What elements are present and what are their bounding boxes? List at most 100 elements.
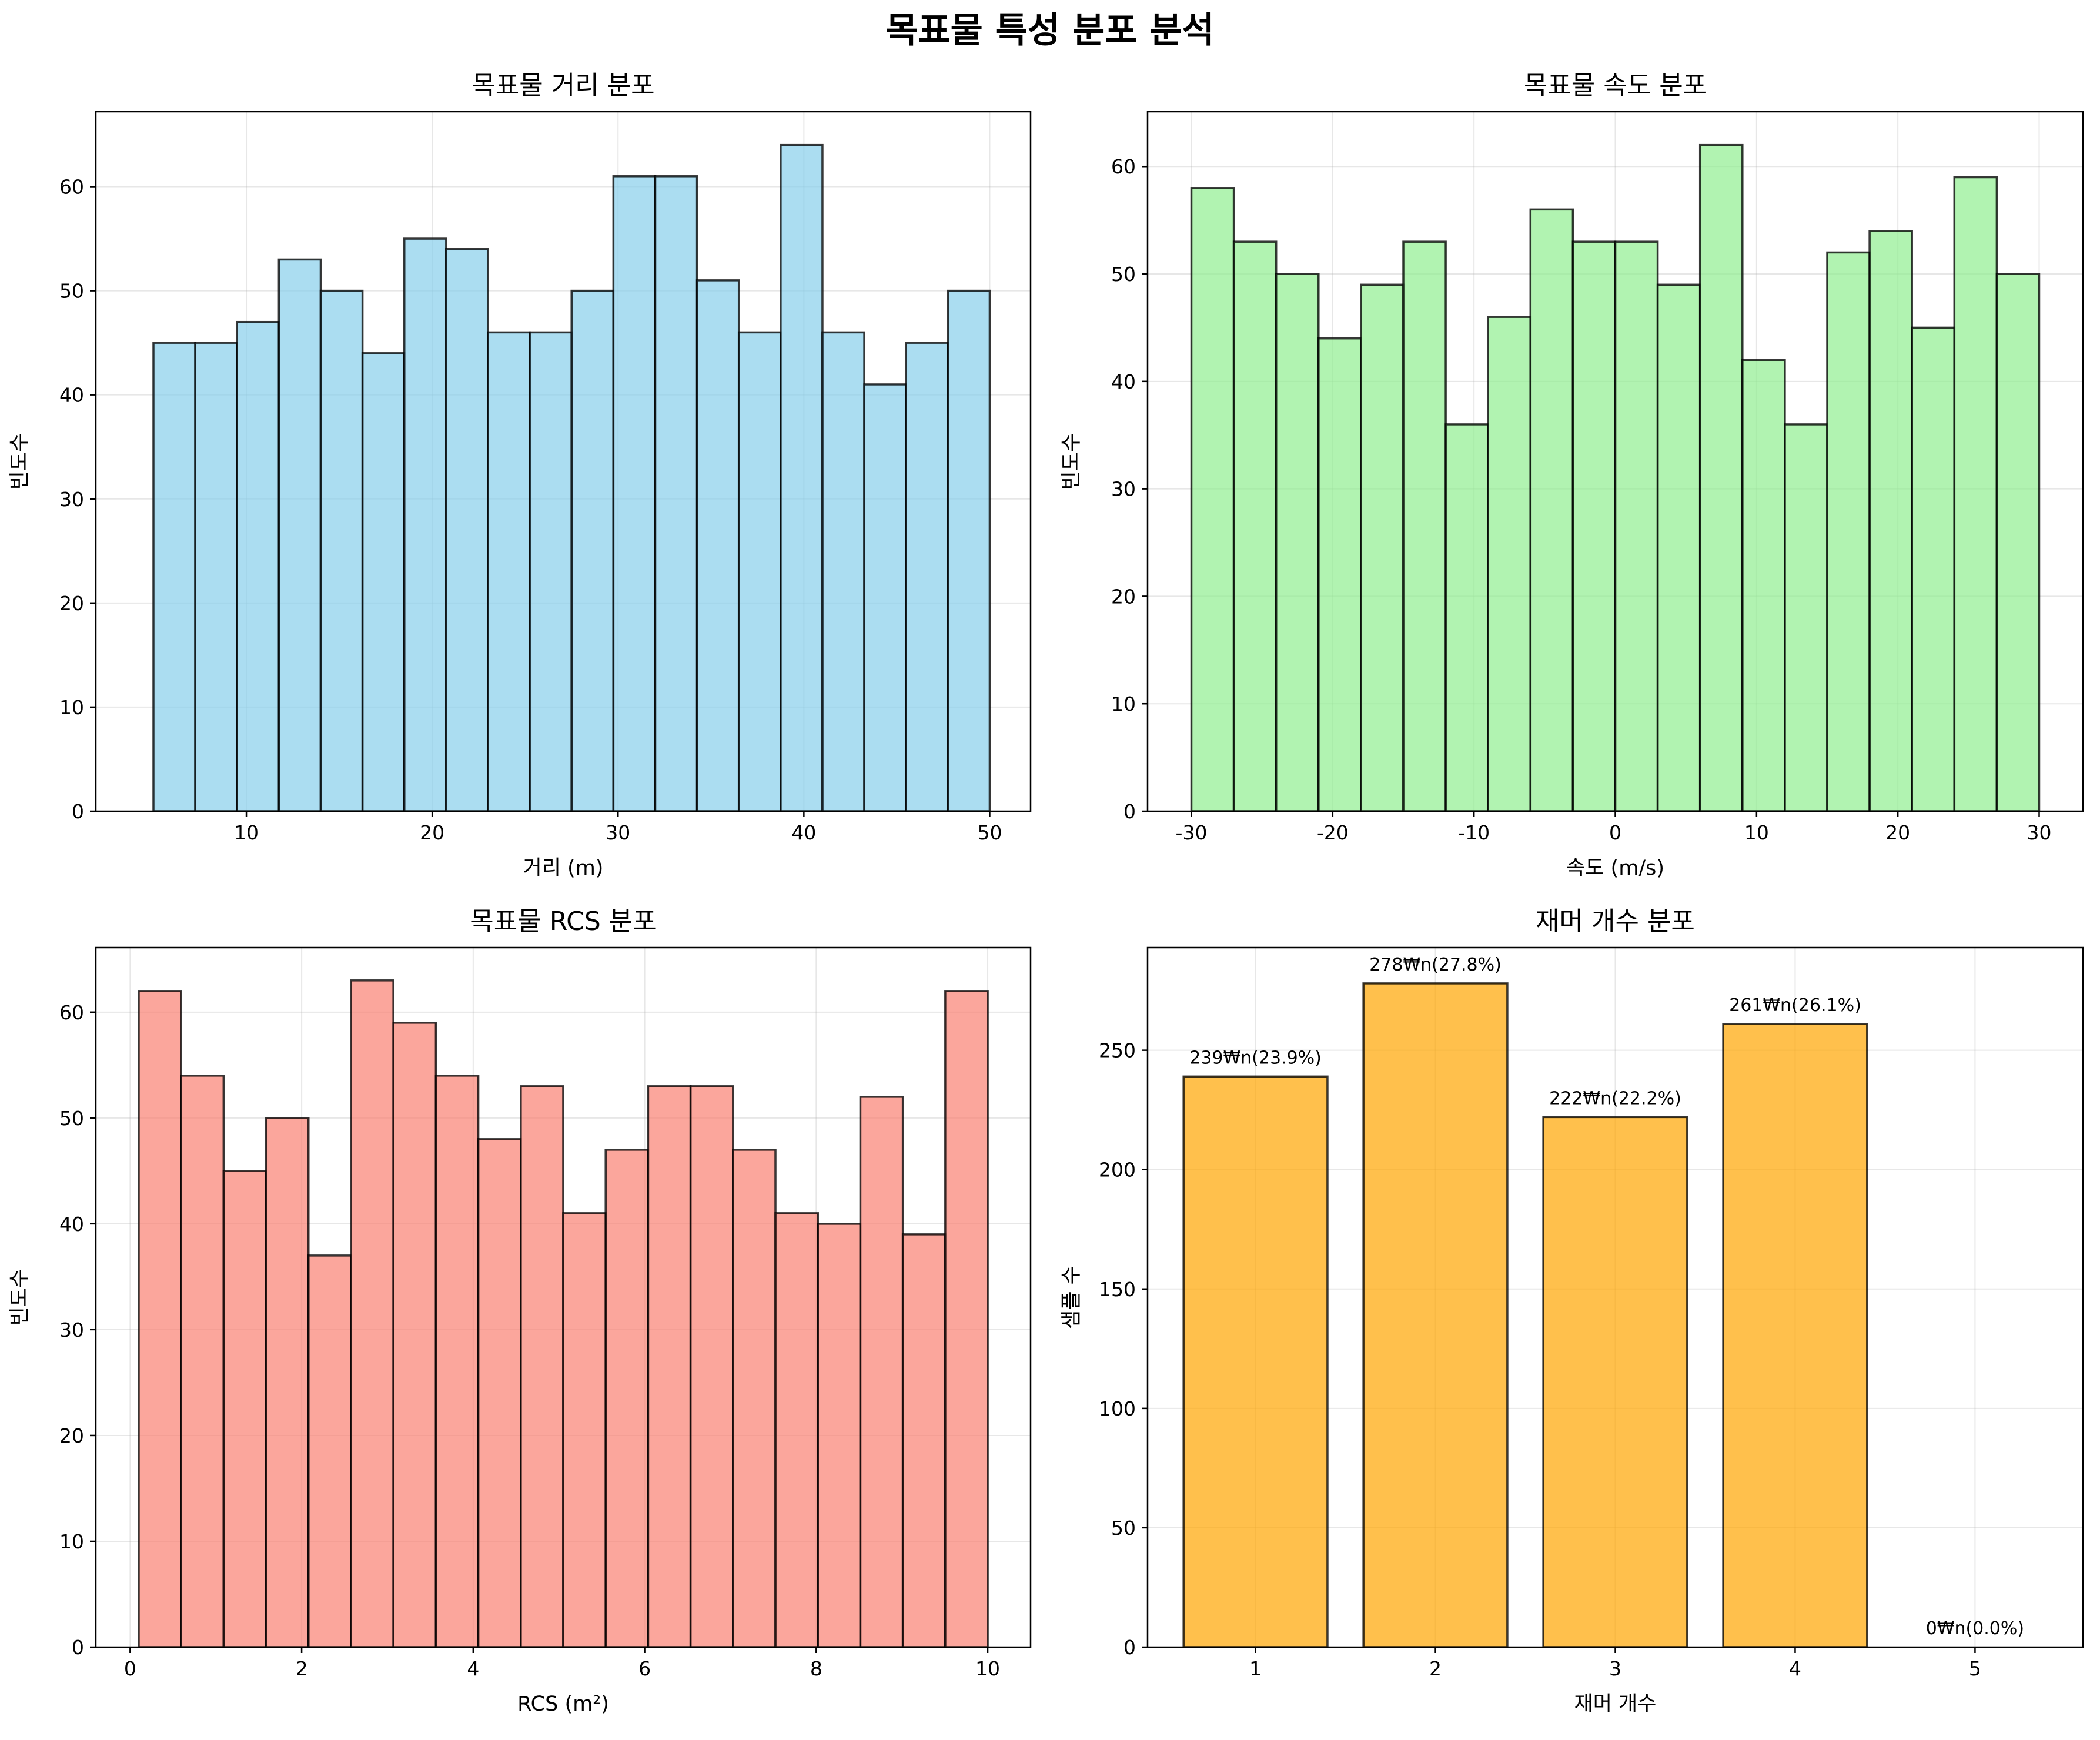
histogram-bar bbox=[780, 143, 824, 812]
bar bbox=[1362, 982, 1509, 1648]
histogram-bar bbox=[1571, 240, 1617, 812]
histogram-bar bbox=[1275, 273, 1320, 812]
histogram-bar bbox=[737, 331, 782, 812]
y-tick-label: 0 bbox=[72, 1636, 84, 1659]
x-tick-label: 0 bbox=[1609, 821, 1621, 844]
plot-frame bbox=[95, 111, 1032, 812]
bar bbox=[1542, 1116, 1688, 1648]
y-tick-label: 30 bbox=[59, 488, 84, 511]
histogram-bar bbox=[1444, 423, 1489, 812]
histogram-bar bbox=[1868, 230, 1913, 812]
y-tick-label: 40 bbox=[59, 1213, 84, 1236]
histogram-bar bbox=[1614, 240, 1659, 812]
histogram-bar bbox=[654, 175, 698, 812]
histogram-bar bbox=[1953, 176, 1998, 812]
x-tick-label: 20 bbox=[420, 821, 444, 844]
y-tick-label: 50 bbox=[59, 1107, 84, 1130]
chart-title: 목표물 속도 분포 bbox=[1524, 71, 1707, 101]
histogram-bar bbox=[1232, 240, 1278, 812]
histogram-bar bbox=[944, 990, 989, 1648]
bar-value-label: 239₩n(23.9%) bbox=[1189, 1048, 1322, 1068]
histogram-bar bbox=[403, 237, 447, 812]
histogram-bar bbox=[1656, 283, 1701, 812]
x-tick-label: 3 bbox=[1609, 1657, 1621, 1680]
histogram-bar bbox=[1784, 423, 1828, 812]
histogram-bar bbox=[570, 289, 615, 812]
histogram-bar bbox=[222, 1170, 267, 1648]
y-tick-label: 10 bbox=[1111, 692, 1136, 715]
x-tick-label: 4 bbox=[1789, 1657, 1801, 1680]
chart-title: 목표물 RCS 분포 bbox=[470, 906, 656, 936]
histogram-bar bbox=[1402, 240, 1447, 812]
y-tick-label: 40 bbox=[59, 384, 84, 407]
bar-value-label: 0₩n(0.0%) bbox=[1926, 1618, 2024, 1639]
bar-value-label: 222₩n(22.2%) bbox=[1549, 1088, 1681, 1109]
histogram-bar bbox=[901, 1233, 947, 1648]
histogram-bar bbox=[265, 1117, 310, 1648]
chart-title: 재머 개수 분포 bbox=[1536, 906, 1695, 936]
histogram-bar bbox=[350, 979, 394, 1648]
x-tick-label: 40 bbox=[791, 821, 816, 844]
y-tick-label: 30 bbox=[1111, 478, 1136, 501]
y-tick-label: 50 bbox=[1111, 263, 1136, 286]
histogram-bar bbox=[434, 1075, 480, 1648]
histogram-bar bbox=[905, 342, 949, 812]
y-tick-label: 150 bbox=[1099, 1278, 1136, 1301]
chart-title: 목표물 거리 분포 bbox=[472, 71, 654, 101]
y-axis-label: 샘플 수 bbox=[1060, 1266, 1084, 1329]
x-tick-label: -30 bbox=[1176, 821, 1208, 844]
x-axis-label: 재머 개수 bbox=[1574, 1692, 1657, 1716]
histogram-bar bbox=[695, 279, 740, 812]
histogram-bar bbox=[1698, 143, 1744, 812]
x-tick-label: 30 bbox=[606, 821, 630, 844]
x-tick-label: 20 bbox=[1885, 821, 1910, 844]
histogram-bar bbox=[445, 248, 489, 812]
histogram-bar bbox=[1741, 359, 1786, 812]
x-axis-label: 속도 (m/s) bbox=[1566, 856, 1664, 880]
histogram-bar bbox=[236, 320, 280, 812]
histogram-bar bbox=[1317, 337, 1362, 812]
histogram-bar bbox=[859, 1096, 904, 1648]
histogram-bar bbox=[1529, 208, 1574, 812]
y-tick-label: 40 bbox=[1111, 370, 1136, 393]
x-axis-label: 거리 (m) bbox=[523, 856, 604, 880]
y-tick-label: 0 bbox=[72, 800, 84, 823]
histogram-bar bbox=[774, 1212, 819, 1648]
x-tick-label: -10 bbox=[1458, 821, 1490, 844]
histogram-bar bbox=[947, 289, 991, 812]
histogram-bar bbox=[562, 1212, 607, 1648]
histogram-bar bbox=[604, 1149, 650, 1648]
plot-frame bbox=[95, 946, 1032, 1648]
bar-value-label: 261₩n(26.1%) bbox=[1729, 995, 1861, 1016]
histogram-bar bbox=[520, 1085, 564, 1648]
y-tick-label: 50 bbox=[59, 280, 84, 303]
y-tick-label: 0 bbox=[1123, 1636, 1136, 1659]
y-tick-label: 250 bbox=[1099, 1039, 1136, 1062]
histogram-bar bbox=[1995, 273, 2041, 812]
y-tick-label: 20 bbox=[59, 592, 84, 615]
bar bbox=[1722, 1023, 1868, 1648]
histogram-bar bbox=[180, 1075, 225, 1648]
x-tick-label: 50 bbox=[977, 821, 1002, 844]
x-tick-label: 10 bbox=[975, 1657, 1000, 1680]
y-tick-label: 0 bbox=[1123, 800, 1136, 823]
x-tick-label: 10 bbox=[1744, 821, 1769, 844]
histogram-bar bbox=[1826, 251, 1871, 812]
chart-3: 0 2 4 6 8 10 0 10 20 30 40 50 60 목표물 RCS 분포 RCS (m²) 빈도… bbox=[8, 906, 1032, 1716]
y-axis-label: 빈도수 bbox=[8, 1269, 32, 1326]
histogram-bar bbox=[821, 331, 865, 812]
x-tick-label: 0 bbox=[124, 1657, 136, 1680]
y-tick-label: 20 bbox=[1111, 585, 1136, 608]
histogram-bar bbox=[194, 342, 238, 812]
histogram-bar bbox=[689, 1085, 734, 1648]
histogram-bar bbox=[277, 258, 322, 812]
x-tick-label: 8 bbox=[810, 1657, 822, 1680]
x-tick-label: 1 bbox=[1249, 1657, 1262, 1680]
y-tick-label: 20 bbox=[59, 1424, 84, 1447]
histogram-bar bbox=[152, 342, 196, 812]
y-axis-label: 빈도수 bbox=[1060, 433, 1084, 490]
histogram-bar bbox=[392, 1022, 437, 1648]
